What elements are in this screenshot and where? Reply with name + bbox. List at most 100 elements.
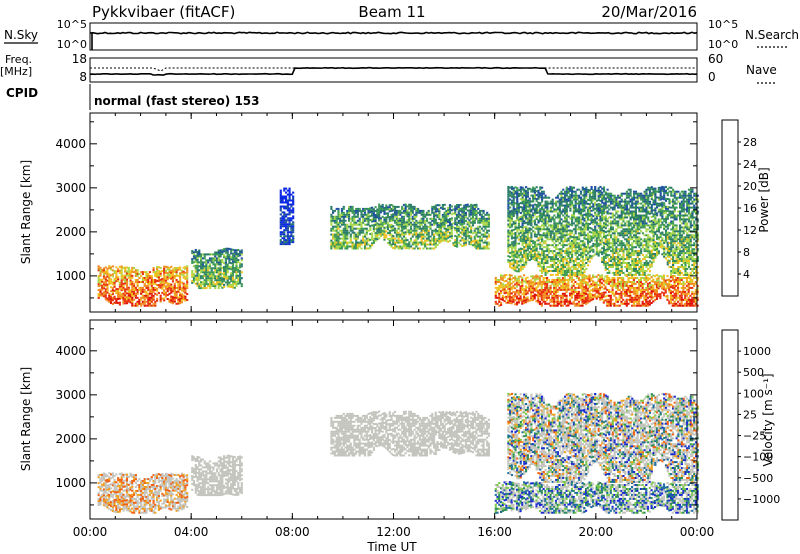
heatmap-cell <box>420 213 423 216</box>
heatmap-cell <box>461 213 464 216</box>
heatmap-cell <box>411 241 414 244</box>
heatmap-cell <box>576 302 579 305</box>
heatmap-cell <box>509 252 512 254</box>
heatmap-cell <box>482 219 485 222</box>
heatmap-cell <box>340 211 344 214</box>
heatmap-cell <box>163 275 166 278</box>
heatmap-cell <box>648 287 651 290</box>
heatmap-cell <box>217 249 220 252</box>
heatmap-cell <box>687 296 690 299</box>
heatmap-cell <box>496 302 499 305</box>
heatmap-cell <box>532 240 535 243</box>
heatmap-cell <box>507 259 510 262</box>
heatmap-cell <box>541 244 544 247</box>
heatmap-cell <box>117 276 120 279</box>
heatmap-cell <box>118 303 121 306</box>
heatmap-cell <box>517 202 521 205</box>
heatmap-cell <box>526 209 529 212</box>
heatmap-cell <box>441 225 444 228</box>
heatmap-cell <box>484 239 487 242</box>
heatmap-cell <box>179 284 182 287</box>
heatmap-cell <box>556 288 559 291</box>
heatmap-cell <box>696 286 699 289</box>
heatmap-cell <box>141 294 144 297</box>
heatmap-cell <box>531 297 534 300</box>
heatmap-cell <box>141 296 144 299</box>
heatmap-cell <box>217 287 220 290</box>
heatmap-cell <box>161 270 164 272</box>
heatmap-cell <box>484 213 487 216</box>
heatmap-cell <box>625 284 628 287</box>
heatmap-cell <box>448 206 452 209</box>
heatmap-cell <box>346 241 349 244</box>
heatmap-cell <box>388 226 391 228</box>
heatmap-cell <box>677 300 680 303</box>
heatmap-cell <box>173 267 176 269</box>
heatmap-cell <box>367 209 370 212</box>
heatmap-cell <box>120 273 123 276</box>
heatmap-cell <box>392 243 395 245</box>
heatmap-cell <box>544 204 547 207</box>
heatmap-cell <box>523 198 526 201</box>
heatmap-cell <box>682 286 685 289</box>
heatmap-cell <box>645 288 648 291</box>
heatmap-cell <box>572 292 575 295</box>
heatmap-cell <box>510 229 514 232</box>
heatmap-cell <box>682 284 685 287</box>
heatmap-cell <box>558 230 561 233</box>
heatmap-cell <box>521 194 524 197</box>
heatmap-cell <box>512 246 515 249</box>
heatmap-cell <box>111 287 114 290</box>
heatmap-cell <box>616 279 619 281</box>
heatmap-cell <box>438 239 441 242</box>
heatmap-cell <box>470 207 473 210</box>
heatmap-cell <box>574 286 577 289</box>
heatmap-cell <box>533 287 536 290</box>
heatmap-cell <box>569 223 572 226</box>
heatmap-cell <box>288 207 291 210</box>
heatmap-cell <box>689 300 692 303</box>
heatmap-cell <box>631 284 634 287</box>
heatmap-cell <box>348 215 351 218</box>
heatmap-cell <box>127 268 130 271</box>
heatmap-cell <box>507 285 510 288</box>
heatmap-cell <box>164 291 168 294</box>
heatmap-cell <box>514 279 517 282</box>
heatmap-cell <box>487 235 490 238</box>
heatmap-cell <box>542 226 545 229</box>
heatmap-cell <box>565 192 568 195</box>
heatmap-cell <box>374 216 377 218</box>
heatmap-cell <box>104 270 107 273</box>
heatmap-cell <box>362 241 365 244</box>
heatmap-cell <box>565 244 568 247</box>
heatmap-cell <box>198 283 201 286</box>
heatmap-cell <box>440 224 443 227</box>
heatmap-cell <box>415 241 418 244</box>
heatmap-cell <box>503 284 506 287</box>
heatmap-cell <box>544 277 547 279</box>
heatmap-cell <box>525 190 528 193</box>
heatmap-cell <box>433 243 436 246</box>
heatmap-cell <box>420 241 423 244</box>
heatmap-cell <box>290 235 293 238</box>
heatmap-cell <box>228 267 231 270</box>
heatmap-cell <box>540 280 543 283</box>
heatmap-cell <box>110 286 113 289</box>
heatmap-cell <box>205 271 208 274</box>
heatmap-cell <box>533 281 536 284</box>
heatmap-cell <box>528 281 531 284</box>
heatmap-cell <box>358 245 361 248</box>
heatmap-cell <box>532 230 535 233</box>
heatmap-cell <box>219 265 222 268</box>
heatmap-cell <box>290 239 293 242</box>
heatmap-cell <box>450 233 453 236</box>
heatmap-cell <box>441 213 444 216</box>
heatmap-cell <box>593 275 596 278</box>
heatmap-cell <box>507 203 510 206</box>
heatmap-cell <box>555 273 558 276</box>
heatmap-cell <box>521 232 524 235</box>
heatmap-cell <box>514 190 517 193</box>
heatmap-cell <box>553 258 556 261</box>
heatmap-cell <box>415 207 418 210</box>
heatmap-cell <box>565 260 568 262</box>
